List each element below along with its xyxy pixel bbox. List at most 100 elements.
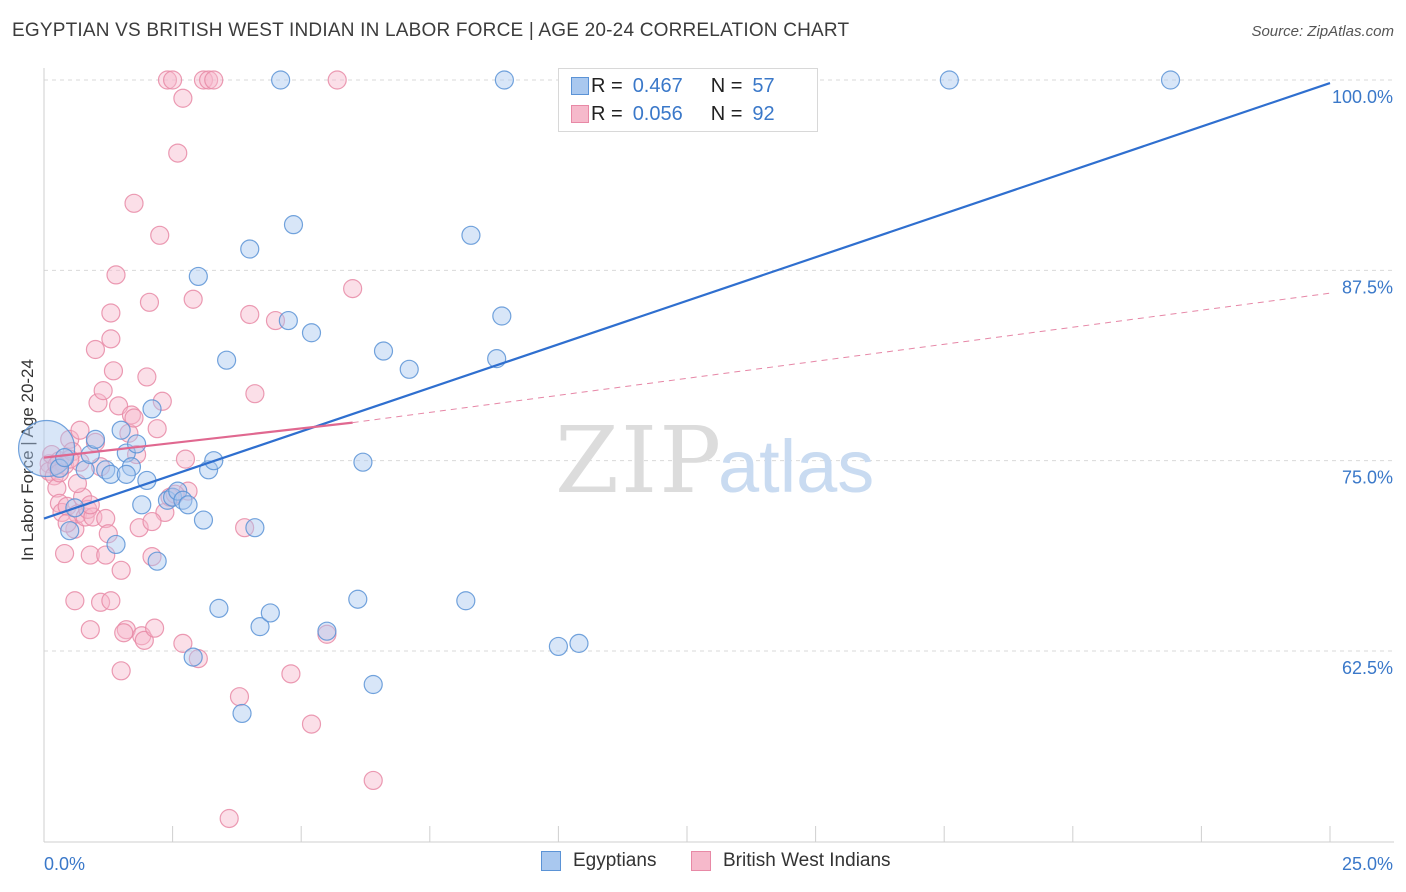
y-tick-label: 62.5% <box>1342 658 1393 678</box>
british-west-indians-point <box>183 289 203 309</box>
egyptians-point <box>17 419 76 478</box>
y-tick-label: 87.5% <box>1342 277 1393 297</box>
british-west-indians-point <box>147 419 167 439</box>
british-west-indians-point <box>175 449 196 469</box>
british-west-indians-point <box>111 560 131 580</box>
source-label: Source: ZipAtlas.com <box>1251 23 1394 40</box>
british-west-indians-point <box>219 808 239 829</box>
british-west-indians-point <box>93 381 113 401</box>
watermark-atlas: atlas <box>718 425 874 508</box>
legend-n-label: N = <box>710 102 743 125</box>
legend-item-egyptians[interactable]: Egyptians <box>541 850 656 872</box>
egyptians-point <box>278 310 298 331</box>
legend-label-egyptians: Egyptians <box>573 850 657 871</box>
british-west-indians-point <box>168 143 188 163</box>
legend-r-label: R = <box>591 102 623 125</box>
british-west-indians-point <box>173 88 193 108</box>
british-west-indians-point <box>70 420 90 440</box>
egyptians-point <box>106 534 126 555</box>
egyptians-point <box>271 70 291 90</box>
chart-title: EGYPTIAN VS BRITISH WEST INDIAN IN LABOR… <box>12 20 850 41</box>
egyptians-point <box>245 518 265 538</box>
legend-item-british-west-indians[interactable]: British West Indians <box>691 850 891 872</box>
british-west-indians-point <box>98 524 118 544</box>
british-west-indians-point <box>57 513 77 533</box>
british-west-indians-trend-line <box>43 421 353 459</box>
british-west-indians-point <box>114 623 134 643</box>
british-west-indians-point <box>85 339 106 360</box>
trend-lines <box>43 82 1331 520</box>
british-west-indians-point <box>363 770 383 791</box>
british-west-indians-point <box>139 292 160 312</box>
y-tick-labels: 100.0% 87.5% 75.0% 62.5% <box>1332 87 1393 678</box>
legend-row-egyptians: R = 0.467 N = 57 <box>571 73 775 99</box>
british-west-indians-point <box>281 664 301 684</box>
watermark: ZIP atlas <box>555 407 874 514</box>
british-west-indians-point <box>96 508 116 529</box>
egyptians-point <box>569 633 589 653</box>
egyptians-point <box>178 495 198 515</box>
egyptians-point <box>217 350 237 370</box>
british-west-indians-point <box>80 620 100 640</box>
british-west-indians-point <box>126 444 147 465</box>
egyptians-point <box>168 481 188 501</box>
british-west-indians-point <box>229 687 250 707</box>
egyptians-point <box>54 448 75 468</box>
british-west-indians-point <box>119 423 139 443</box>
egyptians-point <box>399 359 419 379</box>
british-west-indians-point <box>343 279 363 299</box>
y-tick-label: 75.0% <box>1342 468 1393 488</box>
legend-n-value: 92 <box>752 102 775 125</box>
legend-label-british-west-indians: British West Indians <box>723 850 891 871</box>
british-west-indians-point <box>142 511 162 532</box>
y-tick-label: 100.0% <box>1332 87 1393 107</box>
legend-n-label: N = <box>710 74 743 97</box>
egyptians-point <box>461 225 481 245</box>
british-west-indians-point <box>124 193 144 213</box>
egyptians-point <box>240 239 260 259</box>
egyptians-point <box>1160 70 1181 90</box>
british-west-indians-point <box>134 630 154 650</box>
british-west-indians-point <box>173 633 193 653</box>
egyptians-point <box>494 70 514 90</box>
british-west-indians-point <box>193 70 214 90</box>
british-west-indians-point <box>47 478 67 498</box>
british-west-indians-point <box>240 304 260 325</box>
egyptians-point <box>353 452 373 472</box>
legend-swatch-british-west-indians <box>691 851 711 871</box>
egyptians-point <box>101 464 121 484</box>
british-west-indians-point <box>152 391 172 411</box>
egyptians-point <box>147 551 167 571</box>
british-west-indians-point <box>144 618 165 638</box>
stats-legend: R = 0.467 N = 57 R = 0.056 N = 92 <box>558 68 818 132</box>
x-tick-label: 0.0% <box>44 854 85 874</box>
legend-row-british-west-indians: R = 0.056 N = 92 <box>571 101 775 127</box>
british-west-indians-point <box>90 592 111 612</box>
british-west-indians-point <box>157 70 178 90</box>
british-west-indians-point <box>301 714 322 734</box>
british-west-indians-point <box>103 361 124 381</box>
british-west-indians-point <box>88 393 108 413</box>
legend-swatch-pink <box>571 105 589 123</box>
egyptians-point <box>85 429 106 449</box>
british-west-indians-point <box>106 265 126 285</box>
british-west-indians-point <box>101 303 121 323</box>
gridlines <box>44 79 1394 652</box>
british-west-indians-point <box>80 545 100 565</box>
legend-r-value: 0.467 <box>632 74 683 97</box>
egyptians-point <box>283 215 304 235</box>
british-west-indians-point <box>101 329 121 349</box>
british-west-indians-point <box>199 70 219 90</box>
british-west-indians-point <box>124 408 144 428</box>
x-tick-labels: 0.0% 25.0% <box>44 854 1393 874</box>
legend-swatch-egyptians <box>541 851 561 871</box>
legend-r-label: R = <box>591 74 623 97</box>
egyptians-point <box>188 266 208 287</box>
british-west-indians-point <box>165 484 185 504</box>
british-west-indians-points <box>39 70 383 829</box>
egyptians-point <box>250 617 270 637</box>
series-legend: Egyptians British West Indians <box>0 850 1406 880</box>
egyptians-point <box>492 306 512 326</box>
egyptians-point <box>126 434 147 454</box>
british-west-indians-point <box>111 661 131 681</box>
